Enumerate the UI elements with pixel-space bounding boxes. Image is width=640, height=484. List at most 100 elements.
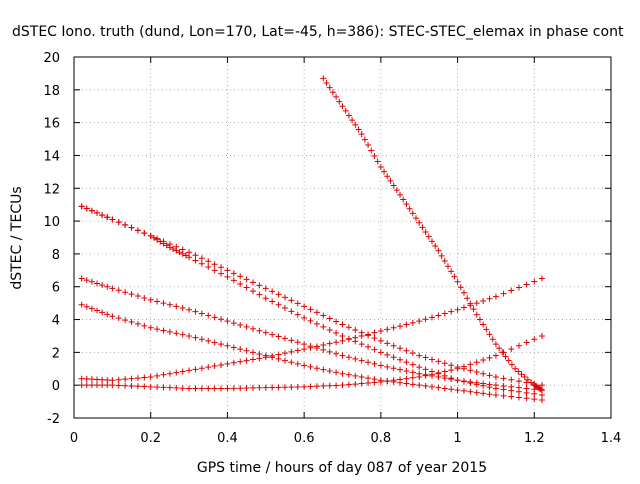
data-point [333,369,340,376]
data-point [515,342,522,349]
data-point [147,373,154,380]
data-point [500,392,507,399]
y-tick-label: -2 [47,412,60,427]
data-point [262,354,269,361]
data-point [288,384,295,391]
data-point [154,298,161,305]
data-point [390,342,397,349]
data-point [166,370,173,377]
data-point [205,312,212,319]
data-point [515,378,522,385]
data-point [429,238,435,245]
data-point [538,332,545,339]
data-point [502,353,509,360]
data-point [486,391,493,398]
data-point [128,319,135,326]
data-point [358,332,365,339]
data-point [173,303,180,310]
data-point [192,257,199,264]
data-point [448,367,455,374]
data-point [515,368,522,375]
data-point [224,342,231,349]
data-point [448,308,455,315]
data-point [531,380,538,387]
data-point [500,349,507,356]
data-point [470,306,477,313]
data-point [122,317,129,324]
data-point [403,347,410,354]
data-point [473,369,480,376]
data-point [99,382,106,389]
data-point [104,311,111,318]
y-tick-label: 12 [43,182,60,197]
data-point [435,247,442,254]
data-point [301,314,308,321]
data-point [326,340,333,347]
data-point [224,273,231,280]
data-point [179,331,186,338]
data-point [403,201,410,208]
data-point [192,385,199,392]
data-point [409,361,416,368]
data-point [480,297,487,304]
data-point [237,385,244,392]
data-point [512,365,519,372]
data-point [160,240,167,247]
data-point [141,322,148,329]
data-point [198,336,205,343]
data-point [224,360,231,367]
data-point [435,369,442,376]
data-point [371,346,378,353]
data-point [141,294,148,301]
data-point [358,341,365,348]
y-tick-label: 6 [52,281,60,296]
data-point [192,252,199,259]
data-point [457,284,464,291]
data-point [134,320,141,327]
data-point [397,323,404,330]
data-point [339,370,346,377]
data-point [441,375,448,382]
y-tick-label: 16 [43,117,60,132]
data-point [78,275,85,282]
data-point [500,383,507,390]
data-point [486,295,493,302]
data-point [352,381,359,388]
data-point [186,254,193,261]
data-point [384,173,391,180]
data-point [192,366,199,373]
data-point [294,300,301,307]
data-point [329,89,336,96]
data-point [492,341,499,348]
data-point [170,245,177,252]
data-point [150,234,157,241]
data-point [416,382,423,389]
data-point [301,346,308,353]
data-point [523,379,530,386]
data-point [403,375,410,382]
data-point [368,147,375,154]
data-point [371,379,378,386]
data-point [326,382,333,389]
data-point [345,112,352,119]
data-point [339,337,346,344]
data-point [326,326,333,333]
data-point [147,383,154,390]
data-point [307,363,314,370]
data-point [256,327,263,334]
data-point [275,384,282,391]
series-4 [78,301,545,403]
data-point [397,345,404,352]
data-point [393,187,400,194]
data-point [179,305,186,312]
data-point [141,230,148,237]
data-point [250,384,256,391]
data-point [422,366,429,373]
data-point [523,395,530,402]
data-point [454,387,461,394]
data-point [147,232,154,239]
data-point [505,357,512,364]
data-point [387,177,394,184]
data-point [409,381,416,388]
data-point [78,203,85,210]
